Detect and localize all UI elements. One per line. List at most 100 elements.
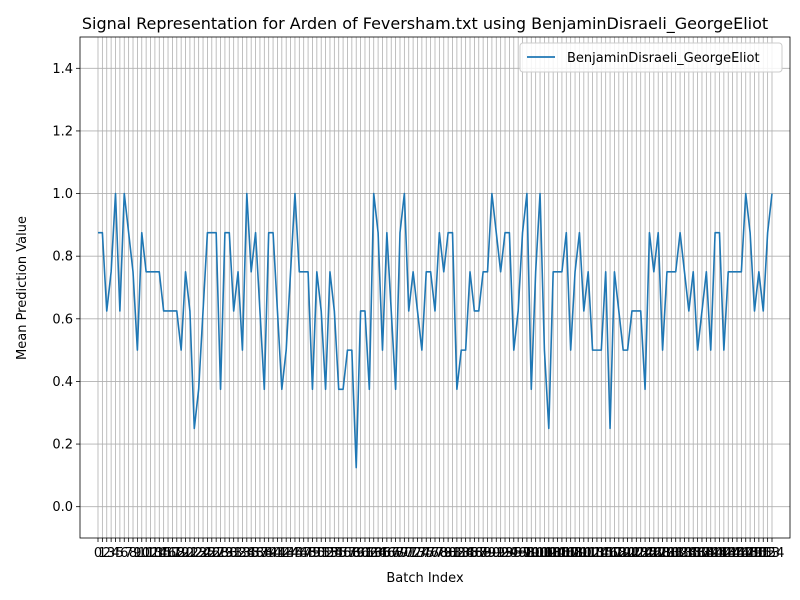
x-tick-label: 87 bbox=[470, 546, 487, 561]
y-axis-ticks: 0.0 0.2 0.4 0.6 0.8 1.0 1.2 1.4 bbox=[52, 62, 80, 515]
x-tick-label: 112 bbox=[576, 546, 601, 561]
x-tick-label: 117 bbox=[598, 546, 623, 561]
x-tick-label: 28 bbox=[212, 546, 229, 561]
x-tick-label: 32 bbox=[230, 546, 247, 561]
x-tick-label: 140 bbox=[698, 546, 723, 561]
x-tick-label: 90 bbox=[484, 546, 501, 561]
x-tick-label: 18 bbox=[169, 546, 186, 561]
x-tick-label: 34 bbox=[239, 546, 256, 561]
x-tick-label: 6 bbox=[120, 546, 128, 561]
x-tick-label: 86 bbox=[466, 546, 483, 561]
x-tick-label: 96 bbox=[510, 546, 527, 561]
x-tick-label: 128 bbox=[646, 546, 671, 561]
x-tick-label: 17 bbox=[164, 546, 181, 561]
x-tick-label: 69 bbox=[392, 546, 409, 561]
x-tick-label: 51 bbox=[313, 546, 330, 561]
x-tick-label: 45 bbox=[287, 546, 304, 561]
x-tick-label: 124 bbox=[628, 546, 653, 561]
x-tick-label: 53 bbox=[322, 546, 339, 561]
x-tick-label: 77 bbox=[427, 546, 444, 561]
x-tick-label: 84 bbox=[457, 546, 474, 561]
x-tick-label: 136 bbox=[681, 546, 706, 561]
x-tick-label: 36 bbox=[247, 546, 264, 561]
x-tick-label: 35 bbox=[243, 546, 260, 561]
x-tick-label: 111 bbox=[571, 546, 596, 561]
x-tick-label: 81 bbox=[444, 546, 461, 561]
x-tick-label: 91 bbox=[488, 546, 505, 561]
x-tick-label: 5 bbox=[116, 546, 124, 561]
x-tick-label: 101 bbox=[528, 546, 553, 561]
x-tick-label: 100 bbox=[523, 546, 548, 561]
x-tick-label: 42 bbox=[274, 546, 291, 561]
x-tick-label: 8 bbox=[129, 546, 137, 561]
x-tick-label: 132 bbox=[663, 546, 688, 561]
y-tick-label: 1.0 bbox=[52, 187, 73, 202]
x-tick-label: 10 bbox=[133, 546, 150, 561]
x-tick-label: 70 bbox=[396, 546, 413, 561]
x-tick-label: 121 bbox=[615, 546, 640, 561]
x-tick-label: 40 bbox=[265, 546, 282, 561]
x-tick-label: 88 bbox=[475, 546, 492, 561]
x-tick-label: 119 bbox=[606, 546, 631, 561]
x-tick-label: 97 bbox=[514, 546, 531, 561]
x-tick-label: 65 bbox=[374, 546, 391, 561]
x-tick-label: 47 bbox=[295, 546, 312, 561]
x-tick-label: 74 bbox=[414, 546, 431, 561]
x-tick-label: 137 bbox=[685, 546, 710, 561]
x-tick-label: 148 bbox=[733, 546, 758, 561]
x-tick-label: 104 bbox=[541, 546, 566, 561]
x-tick-label: 120 bbox=[611, 546, 636, 561]
x-tick-label: 146 bbox=[725, 546, 750, 561]
x-tick-label: 82 bbox=[449, 546, 466, 561]
x-tick-label: 143 bbox=[711, 546, 736, 561]
x-tick-label: 20 bbox=[177, 546, 194, 561]
x-tick-label: 108 bbox=[558, 546, 583, 561]
x-tick-label: 3 bbox=[107, 546, 115, 561]
x-tick-label: 64 bbox=[370, 546, 387, 561]
x-tick-label: 103 bbox=[536, 546, 561, 561]
x-tick-label: 151 bbox=[746, 546, 771, 561]
x-tick-label: 153 bbox=[755, 546, 780, 561]
x-tick-label: 102 bbox=[532, 546, 557, 561]
x-tick-label: 39 bbox=[260, 546, 277, 561]
x-tick-label: 2 bbox=[103, 546, 111, 561]
y-tick-label: 0.4 bbox=[52, 375, 73, 390]
x-tick-label: 12 bbox=[142, 546, 159, 561]
x-tick-label: 83 bbox=[453, 546, 470, 561]
x-tick-label: 106 bbox=[550, 546, 575, 561]
x-tick-label: 79 bbox=[435, 546, 452, 561]
x-tick-label: 122 bbox=[620, 546, 645, 561]
x-tick-label: 125 bbox=[633, 546, 658, 561]
x-tick-label: 54 bbox=[326, 546, 343, 561]
x-tick-label: 99 bbox=[523, 546, 540, 561]
x-tick-label: 139 bbox=[694, 546, 719, 561]
x-tick-label: 52 bbox=[317, 546, 334, 561]
y-tick-label: 0.8 bbox=[52, 250, 73, 265]
x-tick-label: 50 bbox=[309, 546, 326, 561]
x-tick-label: 25 bbox=[199, 546, 216, 561]
x-tick-label: 150 bbox=[742, 546, 767, 561]
x-tick-label: 31 bbox=[225, 546, 242, 561]
x-tick-label: 114 bbox=[585, 546, 610, 561]
x-tick-label: 41 bbox=[269, 546, 286, 561]
x-tick-label: 95 bbox=[506, 546, 523, 561]
x-tick-label: 135 bbox=[676, 546, 701, 561]
x-tick-label: 138 bbox=[690, 546, 715, 561]
x-tick-label: 133 bbox=[668, 546, 693, 561]
y-tick-label: 1.2 bbox=[52, 124, 73, 139]
x-tick-label: 141 bbox=[703, 546, 728, 561]
x-tick-label: 142 bbox=[707, 546, 732, 561]
x-tick-label: 78 bbox=[431, 546, 448, 561]
x-tick-label: 80 bbox=[440, 546, 457, 561]
x-tick-label: 62 bbox=[361, 546, 378, 561]
x-tick-label: 1 bbox=[98, 546, 106, 561]
x-tick-label: 29 bbox=[217, 546, 234, 561]
x-tick-label: 57 bbox=[339, 546, 356, 561]
x-tick-label: 107 bbox=[554, 546, 579, 561]
x-tick-label: 152 bbox=[751, 546, 776, 561]
legend: BenjaminDisraeli_GeorgeEliot bbox=[519, 42, 783, 73]
x-tick-label: 75 bbox=[418, 546, 435, 561]
x-gridlines bbox=[97, 37, 773, 538]
x-tick-label: 49 bbox=[304, 546, 321, 561]
x-tick-label: 48 bbox=[300, 546, 317, 561]
